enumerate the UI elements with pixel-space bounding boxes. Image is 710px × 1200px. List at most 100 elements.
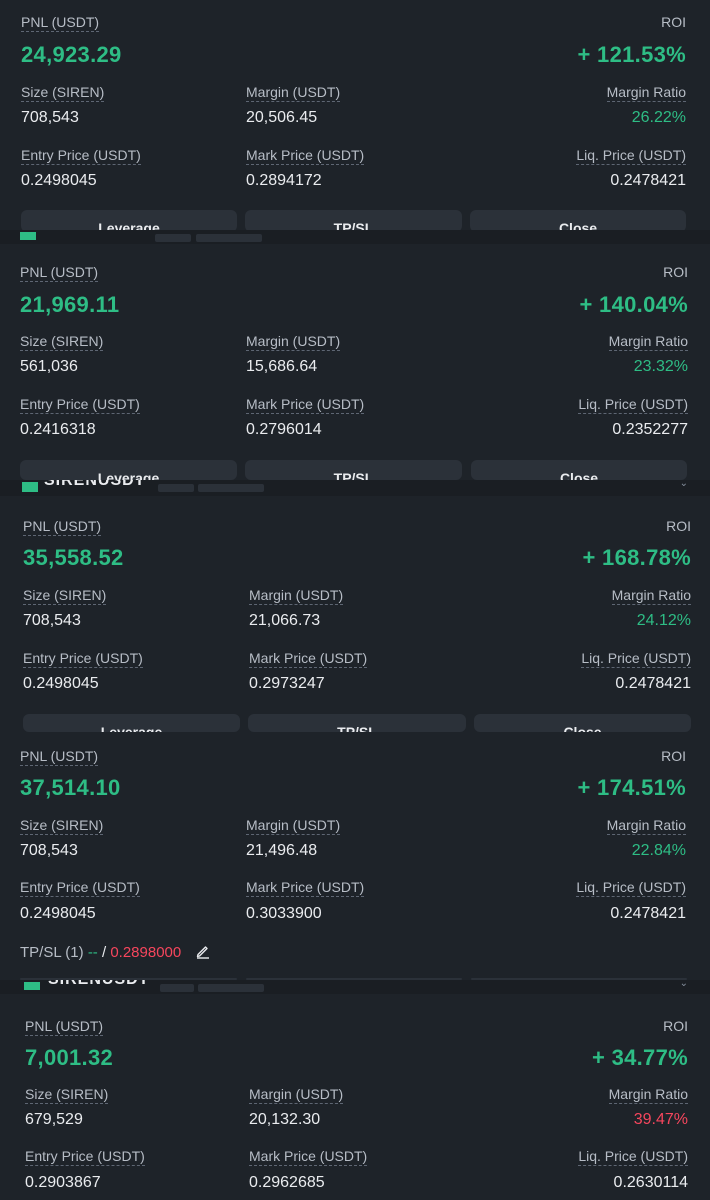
roi-label: ROI xyxy=(661,748,686,764)
leverage-button-edge[interactable] xyxy=(20,978,237,980)
mark-price-value: 0.3033900 xyxy=(246,905,322,922)
pnl-label: PNL (USDT) xyxy=(23,518,102,536)
liq-price-label: Liq. Price (USDT) xyxy=(578,396,688,414)
entry-price-label: Entry Price (USDT) xyxy=(20,879,140,897)
entry-price-value: 0.2498045 xyxy=(20,905,96,922)
entry-price-label: Entry Price (USDT) xyxy=(21,147,141,165)
margin-ratio-value: 39.47% xyxy=(633,1111,688,1128)
mark-price-value: 0.2962685 xyxy=(249,1174,325,1191)
tpsl-button[interactable]: TP/SL xyxy=(245,210,462,230)
margin-ratio-label: Margin Ratio xyxy=(606,817,686,835)
close-button[interactable]: Close xyxy=(471,460,687,480)
tpsl-button-edge[interactable] xyxy=(246,978,462,980)
roi-value: + 140.04% xyxy=(579,292,688,317)
chevron-icon[interactable]: ⌄ xyxy=(679,480,688,489)
mark-price-label: Mark Price (USDT) xyxy=(246,396,365,414)
roi-label: ROI xyxy=(663,264,688,280)
symbol-icon xyxy=(24,982,40,990)
mark-price-value: 0.2973247 xyxy=(249,675,325,692)
tag-chip xyxy=(198,484,264,492)
liq-price-value: 0.2478421 xyxy=(610,905,686,922)
pnl-label: PNL (USDT) xyxy=(25,1018,104,1036)
margin-label: Margin (USDT) xyxy=(246,333,341,351)
roi-value: + 168.78% xyxy=(582,545,691,570)
margin-label: Margin (USDT) xyxy=(249,1086,344,1104)
close-button[interactable]: Close xyxy=(474,714,691,732)
pnl-label: PNL (USDT) xyxy=(20,264,99,282)
margin-ratio-value: 24.12% xyxy=(636,612,691,629)
liq-price-value: 0.2478421 xyxy=(615,675,691,692)
margin-value: 20,132.30 xyxy=(249,1111,321,1128)
size-value: 679,529 xyxy=(25,1111,83,1128)
mark-price-label: Mark Price (USDT) xyxy=(249,650,368,668)
margin-value: 20,506.45 xyxy=(246,109,318,126)
margin-ratio-label: Margin Ratio xyxy=(608,1086,688,1104)
size-label: Size (SIREN) xyxy=(23,587,107,605)
size-label: Size (SIREN) xyxy=(21,84,105,102)
size-value: 708,543 xyxy=(21,109,79,126)
tpsl-button[interactable]: TP/SL xyxy=(248,714,466,732)
size-value: 708,543 xyxy=(20,842,78,859)
margin-ratio-label: Margin Ratio xyxy=(608,333,688,351)
sl-value: 0.2898000 xyxy=(110,944,182,961)
pnl-value: 37,514.10 xyxy=(20,775,121,800)
tag-chip xyxy=(160,984,194,992)
roi-value: + 121.53% xyxy=(577,42,686,67)
entry-price-label: Entry Price (USDT) xyxy=(20,396,140,414)
tag-chip xyxy=(155,234,191,242)
liq-price-label: Liq. Price (USDT) xyxy=(576,147,686,165)
symbol-label: SIRENUSDT xyxy=(44,480,146,489)
tag-chip xyxy=(158,484,194,492)
tp-value: -- xyxy=(87,944,98,961)
liq-price-label: Liq. Price (USDT) xyxy=(576,879,686,897)
symbol-label: SIRENUSDT xyxy=(48,980,149,989)
roi-value: + 34.77% xyxy=(592,1045,688,1070)
liq-price-value: 0.2352277 xyxy=(612,421,688,438)
mark-price-label: Mark Price (USDT) xyxy=(246,879,365,897)
margin-label: Margin (USDT) xyxy=(246,84,341,102)
entry-price-label: Entry Price (USDT) xyxy=(25,1148,145,1166)
pnl-value: 21,969.11 xyxy=(20,292,120,317)
position-card-3: PNL (USDT) ROI 35,558.52 + 168.78% Size … xyxy=(0,496,710,732)
symbol-icon xyxy=(20,232,36,240)
size-label: Size (SIREN) xyxy=(25,1086,109,1104)
size-value: 561,036 xyxy=(20,358,78,375)
margin-value: 21,496.48 xyxy=(246,842,318,859)
header-strip xyxy=(0,230,710,244)
mark-price-label: Mark Price (USDT) xyxy=(249,1148,368,1166)
size-label: Size (SIREN) xyxy=(20,817,104,835)
close-button-edge[interactable] xyxy=(471,978,687,980)
roi-label: ROI xyxy=(666,518,691,534)
margin-value: 21,066.73 xyxy=(249,612,321,629)
mark-price-value: 0.2894172 xyxy=(246,172,322,189)
margin-ratio-value: 23.32% xyxy=(633,358,688,375)
entry-price-value: 0.2416318 xyxy=(20,421,96,438)
edit-icon[interactable] xyxy=(195,943,211,959)
leverage-button[interactable]: Leverage xyxy=(21,210,237,230)
pnl-value: 7,001.32 xyxy=(25,1045,114,1070)
tpsl-summary: TP/SL (1) -- / 0.2898000 xyxy=(20,943,211,961)
tag-chip xyxy=(196,234,262,242)
size-label: Size (SIREN) xyxy=(20,333,104,351)
mark-price-label: Mark Price (USDT) xyxy=(246,147,365,165)
liq-price-label: Liq. Price (USDT) xyxy=(578,1148,688,1166)
roi-label: ROI xyxy=(663,1018,688,1034)
header-strip: SIRENUSDT ⌄ xyxy=(0,480,710,496)
entry-price-value: 0.2903867 xyxy=(25,1174,101,1191)
close-button[interactable]: Close xyxy=(470,210,686,230)
entry-price-value: 0.2498045 xyxy=(21,172,97,189)
position-card-5: PNL (USDT) ROI 7,001.32 + 34.77% Size (S… xyxy=(0,994,710,1200)
margin-value: 15,686.64 xyxy=(246,358,318,375)
chevron-icon[interactable]: ⌄ xyxy=(679,980,688,989)
margin-ratio-value: 22.84% xyxy=(631,842,686,859)
pnl-value: 24,923.29 xyxy=(21,42,122,67)
leverage-button[interactable]: Leverage xyxy=(23,714,240,732)
position-card-2: PNL (USDT) ROI 21,969.11 + 140.04% Size … xyxy=(0,244,710,480)
tpsl-button[interactable]: TP/SL xyxy=(245,460,462,480)
margin-ratio-label: Margin Ratio xyxy=(611,587,691,605)
mark-price-value: 0.2796014 xyxy=(246,421,322,438)
leverage-button[interactable]: Leverage xyxy=(20,460,237,480)
liq-price-value: 0.2630114 xyxy=(613,1174,688,1191)
pnl-label: PNL (USDT) xyxy=(21,14,100,32)
pnl-value: 35,558.52 xyxy=(23,545,124,570)
